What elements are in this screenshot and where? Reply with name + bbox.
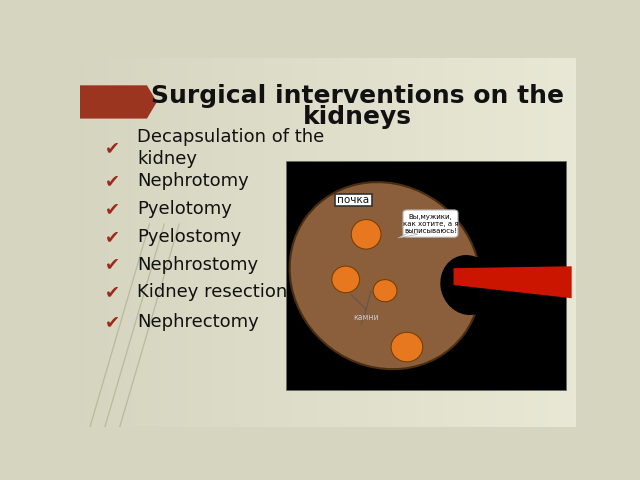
- Text: Вы,мужики,
как хотите, а я
выписываюсь!: Вы,мужики, как хотите, а я выписываюсь!: [403, 214, 458, 234]
- Ellipse shape: [440, 255, 496, 315]
- Ellipse shape: [351, 219, 381, 249]
- Text: ✔: ✔: [105, 139, 120, 157]
- Text: Nephrotomy: Nephrotomy: [137, 172, 249, 191]
- FancyBboxPatch shape: [335, 194, 372, 205]
- Ellipse shape: [391, 332, 423, 362]
- Text: Nephrostomy: Nephrostomy: [137, 255, 258, 274]
- Ellipse shape: [332, 266, 360, 293]
- Text: ✔: ✔: [105, 255, 120, 274]
- Text: kidneys: kidneys: [303, 105, 412, 129]
- Text: почка: почка: [337, 195, 369, 205]
- Text: ✔: ✔: [105, 228, 120, 246]
- Polygon shape: [398, 232, 418, 238]
- Polygon shape: [454, 266, 572, 298]
- Bar: [286, 161, 566, 390]
- Text: ✔: ✔: [105, 313, 120, 331]
- Text: Pyelostomy: Pyelostomy: [137, 228, 241, 246]
- Text: камни: камни: [353, 312, 379, 322]
- Ellipse shape: [373, 280, 397, 302]
- Text: Decapsulation of the
kidney: Decapsulation of the kidney: [137, 128, 324, 168]
- Text: Pyelotomy: Pyelotomy: [137, 200, 232, 218]
- Polygon shape: [70, 85, 157, 119]
- FancyBboxPatch shape: [403, 210, 458, 237]
- Text: Surgical interventions on the: Surgical interventions on the: [151, 84, 564, 108]
- Text: Nephrectomy: Nephrectomy: [137, 313, 259, 331]
- Text: ✔: ✔: [105, 283, 120, 301]
- Text: ✔: ✔: [105, 200, 120, 218]
- Ellipse shape: [290, 182, 481, 369]
- Text: Kidney resection: Kidney resection: [137, 283, 287, 301]
- Text: ✔: ✔: [105, 172, 120, 191]
